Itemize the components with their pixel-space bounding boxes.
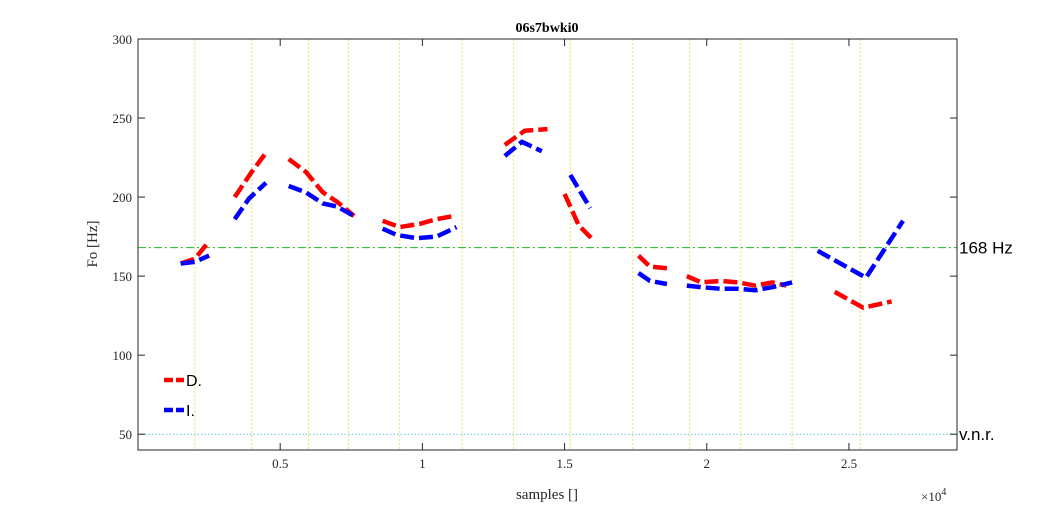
- series-segment-3: [381, 213, 455, 230]
- reference-lines: 168 Hz v.n.r.: [138, 239, 1013, 444]
- reference-label-1: v.n.r.: [959, 425, 995, 444]
- x-tick-label-0: 0.5: [272, 456, 288, 471]
- series-layer: [179, 126, 905, 310]
- series-segment-7: [685, 274, 787, 288]
- legend: D. I.: [164, 373, 202, 420]
- y-tick-label-5: 300: [113, 32, 133, 47]
- series-segment-0: [180, 253, 211, 266]
- x-tick-label-3: 2: [704, 456, 711, 471]
- legend-label-1: I.: [186, 403, 195, 420]
- y-tick-label-0: 50: [119, 427, 132, 442]
- series-segment-8: [833, 289, 893, 310]
- series-segment-1: [232, 181, 268, 221]
- series-segment-2: [287, 157, 356, 218]
- x-exponent-label: ×104: [921, 487, 946, 504]
- ticks: 0.5 1 1.5 2 2.5 50 100 150 200 250 300: [113, 32, 957, 471]
- y-tick-label-4: 250: [113, 111, 133, 126]
- series-segment-6: [636, 253, 668, 271]
- legend-label-0: D.: [186, 373, 202, 390]
- series-segment-6: [637, 271, 668, 287]
- axes-frame: [137, 38, 958, 451]
- y-axis-label: Fo [Hz]: [85, 220, 101, 267]
- y-tick-label-3: 200: [113, 190, 133, 205]
- series-segment-1: [232, 151, 268, 199]
- series-segment-8: [816, 219, 905, 280]
- series-segment-4: [503, 139, 543, 158]
- series-segment-5: [568, 173, 593, 210]
- chart-title: 06s7bwki0: [515, 21, 578, 36]
- y-tick-label-2: 150: [113, 269, 133, 284]
- axes-box: [137, 38, 958, 451]
- syllable-markers: [194, 39, 861, 450]
- series-i: [180, 139, 905, 293]
- plot-background: [138, 39, 957, 450]
- series-segment-2: [287, 183, 356, 218]
- plot-area: [138, 39, 957, 450]
- x-axis-label: samples []: [516, 487, 578, 503]
- series-segment-7: [686, 280, 793, 293]
- x-tick-label-4: 2.5: [841, 456, 857, 471]
- reference-label-0: 168 Hz: [959, 239, 1013, 258]
- x-tick-label-1: 1: [419, 456, 426, 471]
- series-segment-4: [503, 126, 548, 147]
- y-tick-label-1: 100: [113, 348, 133, 363]
- series-segment-3: [381, 225, 458, 241]
- series-segment-5: [562, 192, 595, 242]
- x-tick-label-2: 1.5: [556, 456, 572, 471]
